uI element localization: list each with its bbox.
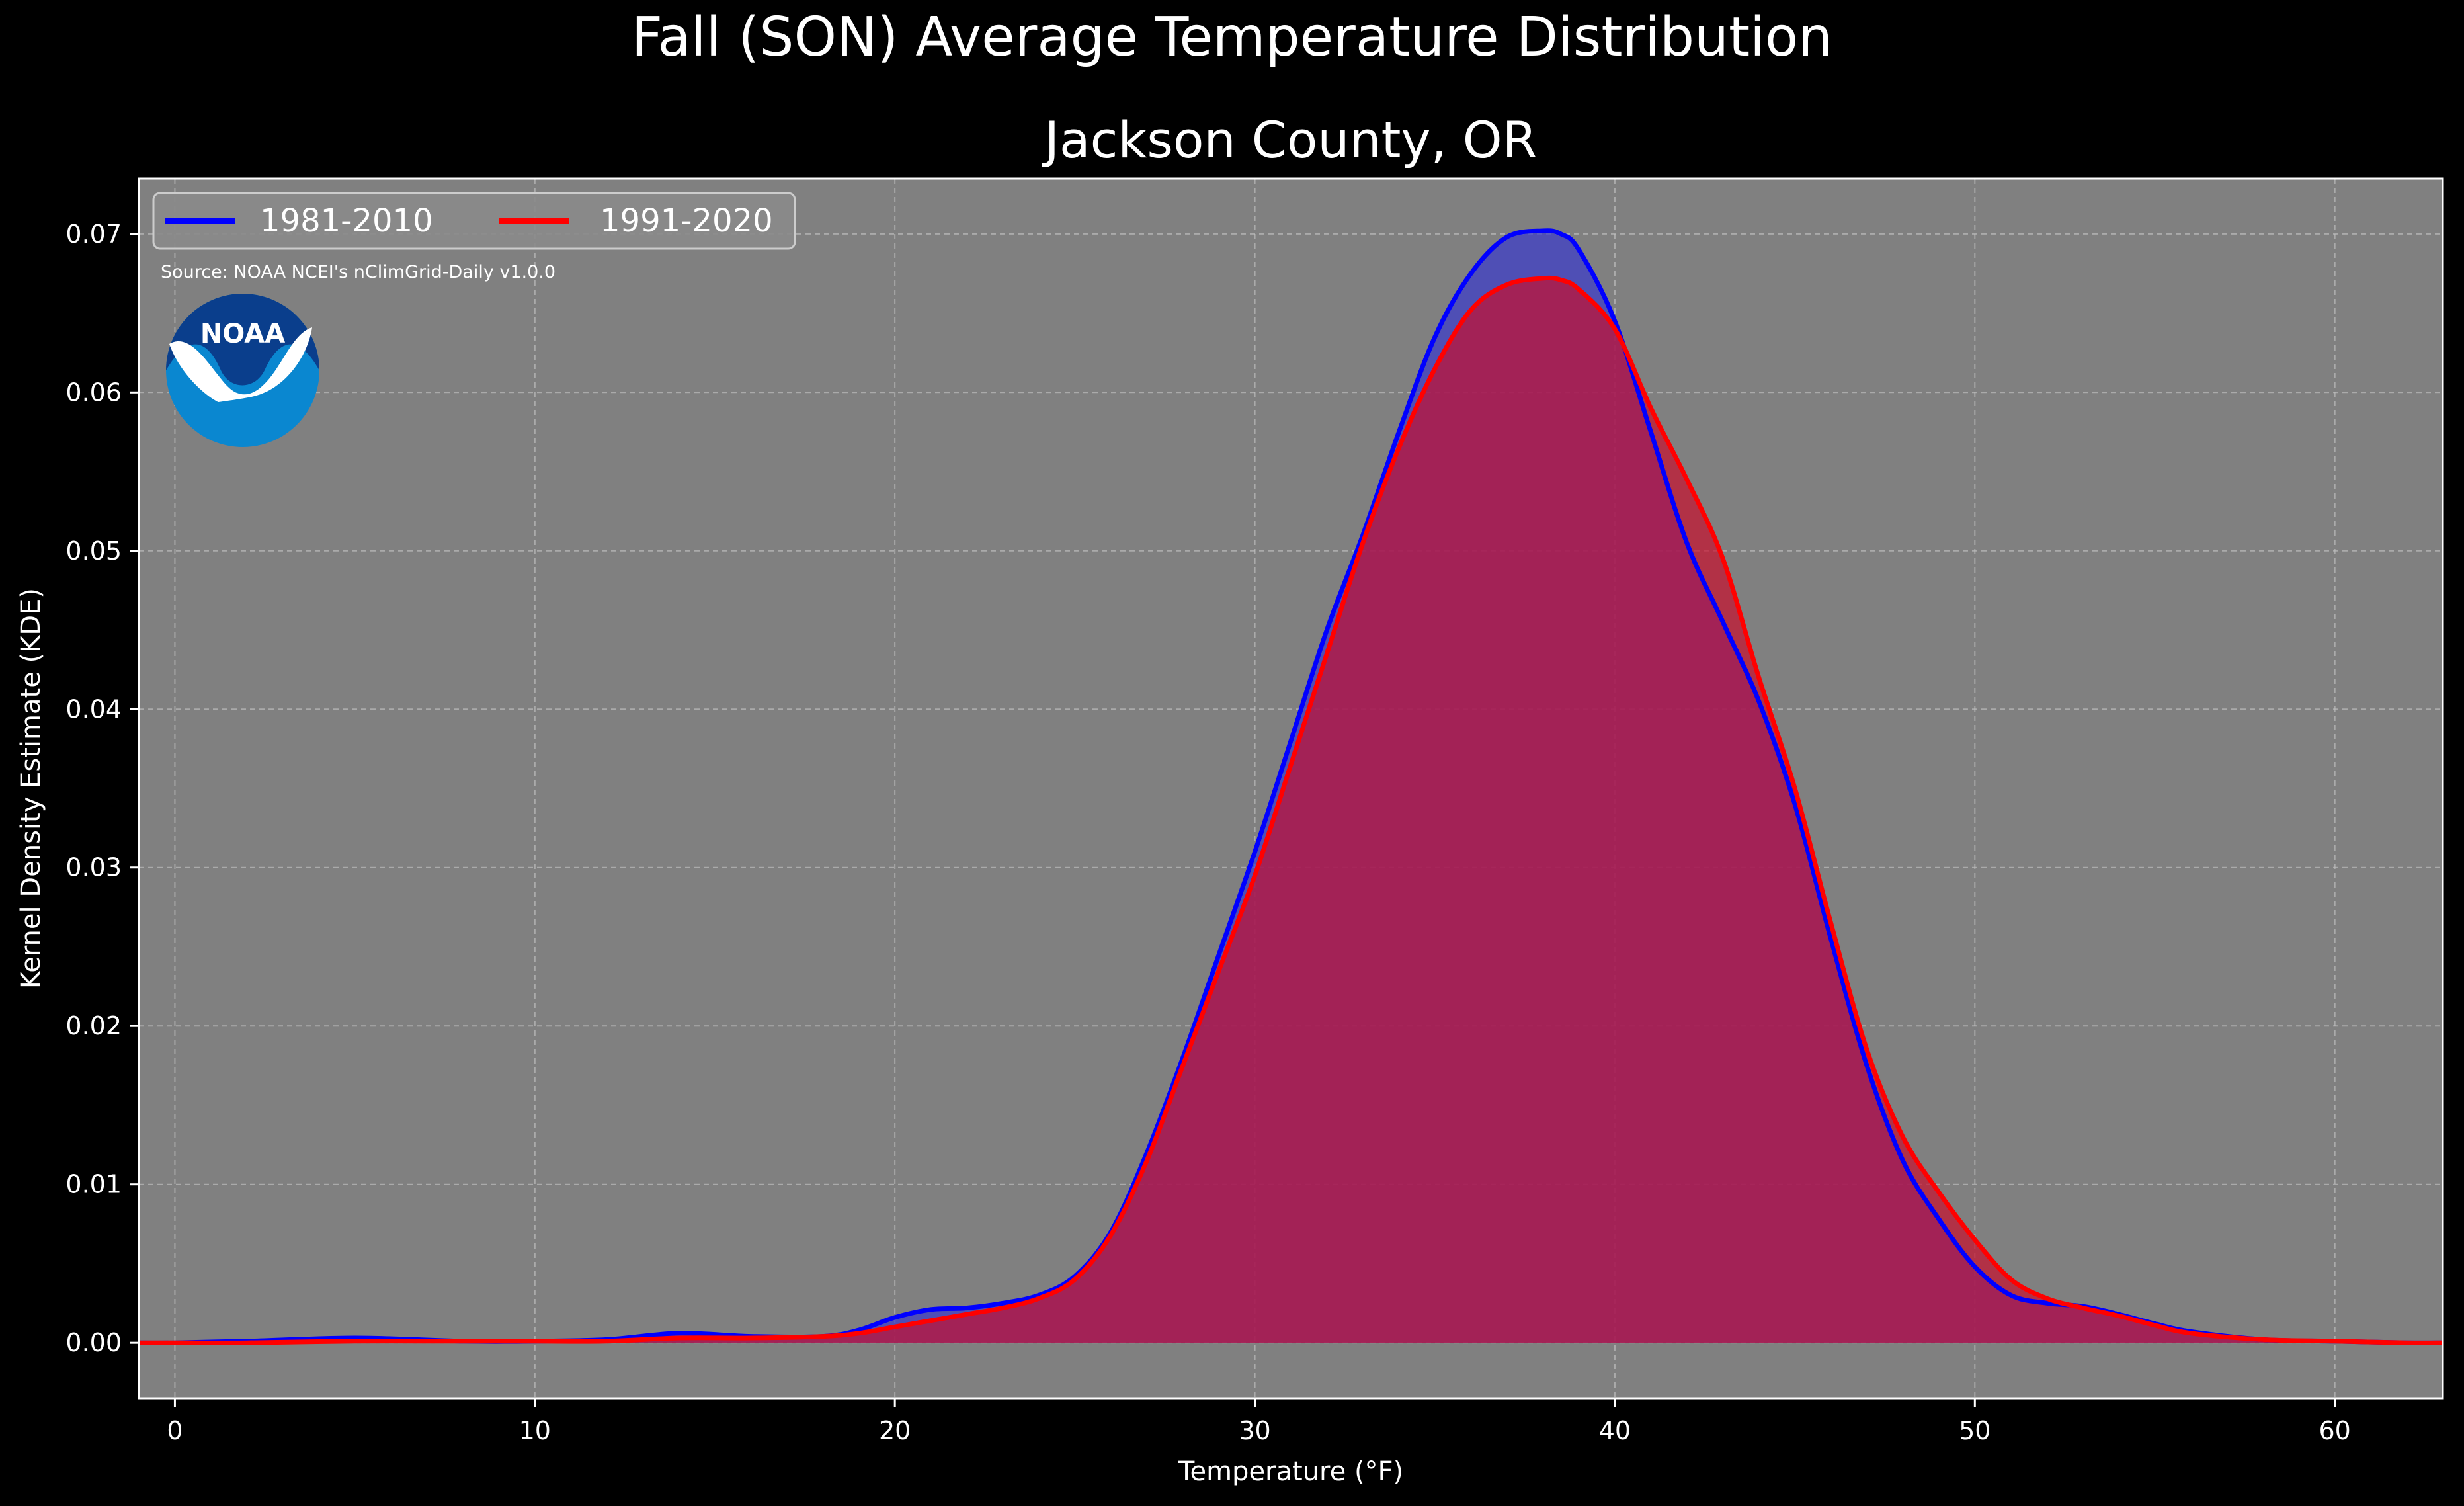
plot-frame	[138, 177, 2444, 1400]
y-tick-label: 0.03	[65, 853, 122, 882]
noaa-logo-text: NOAA	[200, 319, 285, 349]
x-tick-label: 20	[879, 1416, 911, 1445]
series-fill-1991-2020	[139, 278, 2443, 1343]
x-axis-ticks: 0 10 20 30 40 50 60	[167, 1398, 2351, 1445]
y-tick-label: 0.06	[65, 378, 122, 407]
y-axis-label: Kernel Density Estimate (KDE)	[16, 588, 46, 989]
series-line-1991-2020	[138, 275, 2443, 1345]
x-tick-label: 50	[1959, 1416, 1991, 1445]
y-tick-label: 0.00	[65, 1328, 122, 1357]
y-tick-label: 0.02	[65, 1011, 122, 1040]
chart-title: Fall (SON) Average Temperature Distribut…	[632, 6, 1832, 69]
x-tick-label: 0	[167, 1416, 183, 1445]
y-tick-label: 0.05	[65, 536, 122, 565]
series-fills	[139, 230, 2443, 1343]
legend-box	[152, 192, 796, 250]
y-tick-label: 0.07	[65, 220, 122, 249]
source-note: Source: NOAA NCEI's nClimGrid-Daily v1.0…	[161, 262, 555, 282]
legend-label-1981-2010: 1981-2010	[260, 202, 433, 239]
noaa-logo-gull	[169, 327, 312, 402]
y-axis-ticks: 0.00 0.01 0.02 0.03 0.04 0.05 0.06 0.07	[65, 220, 139, 1357]
x-axis-label: Temperature (°F)	[1178, 1456, 1403, 1487]
x-tick-label: 30	[1239, 1416, 1270, 1445]
noaa-logo-top	[166, 294, 319, 386]
y-tick-label: 0.01	[65, 1170, 122, 1199]
series-lines	[138, 228, 2443, 1345]
chart-subtitle: Jackson County, OR	[1042, 110, 1538, 169]
legend-label-1991-2020: 1991-2020	[600, 202, 773, 239]
noaa-logo: NOAA	[166, 294, 319, 447]
x-tick-label: 40	[1599, 1416, 1631, 1445]
x-tick-label: 10	[519, 1416, 551, 1445]
legend: 1981-2010 1991-2020	[152, 192, 796, 250]
x-tick-label: 60	[2319, 1416, 2351, 1445]
y-tick-label: 0.04	[65, 694, 122, 724]
